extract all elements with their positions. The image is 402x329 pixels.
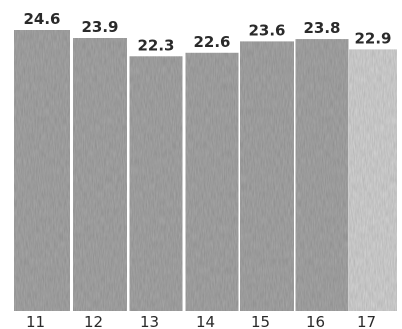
x-tick-label-12: 12: [84, 313, 103, 329]
x-tick-label-13: 13: [140, 313, 159, 329]
bar-11: [14, 30, 70, 311]
data-label-16: 23.8: [303, 19, 340, 37]
bar-14: [185, 52, 239, 312]
x-tick-label-17: 17: [357, 313, 376, 329]
data-label-11: 24.6: [23, 10, 60, 28]
bar-13: [129, 56, 183, 311]
bar-12: [73, 38, 127, 311]
data-labels-group: 24.6 23.9 22.3 22.6 23.6 23.8 22.9: [23, 10, 391, 54]
data-label-14: 22.6: [193, 33, 230, 51]
x-tick-label-11: 11: [26, 313, 45, 329]
bars-group: [14, 30, 397, 312]
bar-15: [240, 41, 294, 312]
data-label-13: 22.3: [137, 36, 174, 54]
data-label-17: 22.9: [354, 29, 391, 47]
x-tick-label-14: 14: [196, 313, 215, 329]
bar-16: [295, 39, 349, 311]
data-label-12: 23.9: [81, 18, 118, 36]
x-tick-labels-group: 11 12 13 14 15 16 17: [26, 313, 376, 329]
bar-17: [349, 49, 397, 312]
x-tick-label-15: 15: [251, 313, 270, 329]
x-tick-label-16: 16: [306, 313, 325, 329]
data-label-15: 23.6: [248, 21, 285, 39]
